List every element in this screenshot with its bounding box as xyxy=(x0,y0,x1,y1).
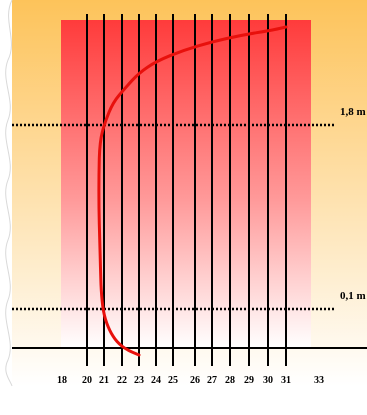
x-tick-label: 27 xyxy=(207,375,217,386)
temperature-profile-line xyxy=(97,25,288,357)
reference-line-labels: 1,8 m 0,1 m xyxy=(340,106,366,302)
x-tick-label: 23 xyxy=(134,375,144,386)
x-tick-label: 25 xyxy=(168,375,178,386)
x-tick-label: 26 xyxy=(190,375,200,386)
x-tick-label: 18 xyxy=(57,375,67,386)
reference-lines xyxy=(12,123,335,311)
decorative-left-edge xyxy=(5,0,13,387)
reference-line-label: 1,8 m xyxy=(340,106,366,118)
vertical-gridlines xyxy=(86,14,287,366)
x-tick-label: 24 xyxy=(151,375,161,386)
x-tick-label: 33 xyxy=(314,375,324,386)
x-tick-label: 20 xyxy=(82,375,92,386)
x-tick-label: 22 xyxy=(117,375,127,386)
x-tick-label: 31 xyxy=(281,375,291,386)
reference-line-label: 0,1 m xyxy=(340,290,366,302)
x-tick-label: 29 xyxy=(244,375,254,386)
x-tick-labels: 18 20 21 22 23 24 25 26 27 28 29 30 31 33 xyxy=(57,375,324,386)
x-tick-label: 28 xyxy=(225,375,235,386)
x-tick-label: 21 xyxy=(99,375,109,386)
x-tick-label: 30 xyxy=(263,375,273,386)
